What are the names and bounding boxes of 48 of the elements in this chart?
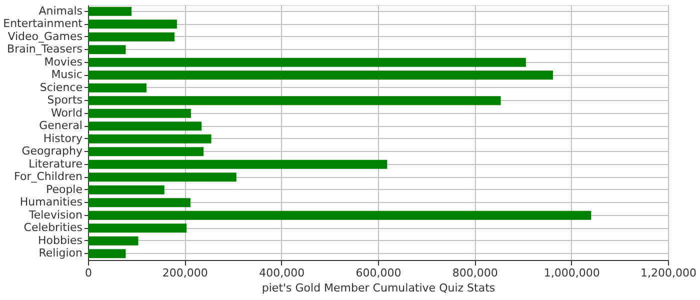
y-tick-label: Hobbies xyxy=(38,234,83,247)
y-tick-label: Brain_Teasers xyxy=(7,42,83,56)
bar xyxy=(88,160,388,169)
bar xyxy=(88,198,190,208)
bar xyxy=(88,6,132,16)
y-tick-label: Religion xyxy=(38,246,83,260)
y-tick-label: Entertainment xyxy=(3,17,84,30)
y-tick-label: Sports xyxy=(47,94,83,107)
y-tick-label: Geography xyxy=(22,144,83,158)
y-tick-label: Television xyxy=(28,208,83,222)
bar xyxy=(88,96,501,106)
y-tick-label: Literature xyxy=(28,157,83,170)
bar xyxy=(88,249,126,258)
y-tick-label: Animals xyxy=(38,4,83,18)
bar xyxy=(88,45,126,54)
x-axis-title: piet's Gold Member Cumulative Quiz Stats xyxy=(262,282,496,294)
y-tick-label: Music xyxy=(51,68,82,82)
bar xyxy=(88,70,553,80)
y-tick-label: Humanities xyxy=(20,196,83,209)
bar xyxy=(88,210,592,220)
bar xyxy=(88,122,202,131)
x-tick-label: 800,000 xyxy=(452,266,498,280)
x-tick-label: 0 xyxy=(85,266,92,280)
x-tick-label: 1,200,000 xyxy=(640,266,696,280)
y-tick-label: World xyxy=(50,106,82,120)
y-tick-label: People xyxy=(46,182,83,196)
y-tick-label: History xyxy=(43,132,83,145)
bar xyxy=(88,172,236,182)
bar xyxy=(88,32,175,42)
bar xyxy=(88,147,204,156)
y-tick-label: Movies xyxy=(44,55,83,68)
bar xyxy=(88,58,526,67)
y-tick-label: Video_Games xyxy=(8,30,83,43)
x-tick-label: 400,000 xyxy=(259,266,305,280)
bar xyxy=(88,108,191,118)
bar xyxy=(88,224,187,233)
bar xyxy=(88,83,146,92)
bar xyxy=(88,236,138,246)
y-tick-label: General xyxy=(39,119,82,132)
x-tick-label: 200,000 xyxy=(162,266,208,280)
bar xyxy=(88,185,164,194)
y-tick-label: Celebrities xyxy=(24,221,83,234)
bar xyxy=(88,20,177,29)
y-tick-label: For_Children xyxy=(14,170,83,184)
x-tick-label: 600,000 xyxy=(356,266,402,280)
bar xyxy=(88,134,212,144)
x-tick-label: 1,000,000 xyxy=(544,266,600,280)
y-tick-label: Science xyxy=(40,80,83,94)
